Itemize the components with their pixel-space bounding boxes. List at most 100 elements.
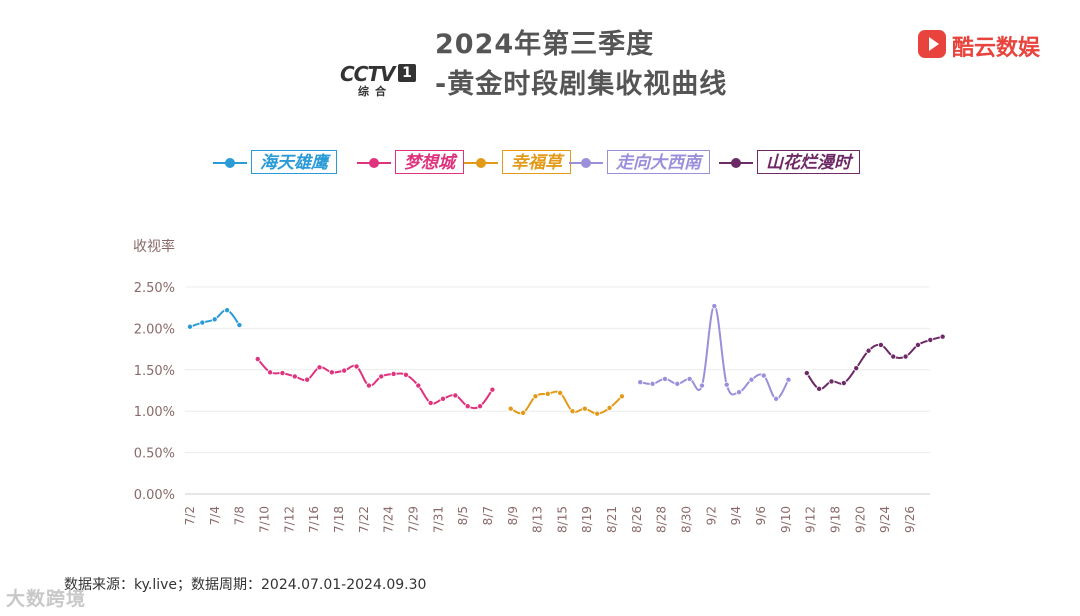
data-point	[415, 382, 422, 389]
data-point	[785, 376, 792, 383]
data-point	[637, 379, 644, 386]
data-point	[520, 409, 527, 416]
data-point	[594, 410, 601, 417]
x-tick-label: 8/28	[655, 506, 669, 533]
data-point	[439, 395, 446, 402]
legend-label-3: 走向大西南	[607, 150, 710, 174]
x-tick-label: 7/24	[382, 506, 396, 533]
y-axis-label: 收视率	[133, 238, 175, 255]
series-line-4	[805, 335, 943, 390]
data-point	[557, 389, 564, 396]
x-tick-label: 8/21	[605, 506, 619, 533]
data-point	[353, 363, 360, 370]
x-tick-label: 7/29	[406, 506, 420, 533]
data-point	[773, 395, 780, 402]
data-point	[927, 336, 934, 343]
data-point	[464, 403, 471, 410]
data-point	[316, 364, 323, 371]
cctv-logo-sub: 综合	[358, 85, 392, 98]
data-point	[661, 375, 668, 382]
x-tick-label: 8/19	[580, 506, 594, 533]
y-tick-label: 0.50%	[134, 447, 175, 462]
data-point	[877, 341, 884, 348]
y-tick-label: 1.00%	[134, 405, 175, 420]
x-tick-label: 7/22	[357, 506, 371, 533]
data-point	[840, 380, 847, 387]
series-line-3	[640, 305, 790, 400]
data-point	[939, 333, 946, 340]
cctv-logo-number: 1	[398, 64, 416, 82]
legend-dot-3	[581, 158, 591, 168]
data-point	[254, 356, 261, 363]
x-tick-label: 9/12	[804, 506, 818, 533]
data-source-note: 数据来源：ky.live；数据周期：2024.07.01-2024.09.30	[64, 577, 427, 593]
data-point	[199, 319, 206, 326]
data-point	[452, 392, 459, 399]
x-tick-label: 8/13	[531, 506, 545, 533]
series-line-2	[510, 390, 623, 415]
data-point	[902, 353, 909, 360]
chart-title-line1: 2024年第三季度	[435, 29, 655, 60]
data-point	[569, 408, 576, 415]
x-tick-label: 8/7	[481, 506, 495, 525]
data-point	[186, 323, 193, 330]
legend-dot-2	[476, 158, 486, 168]
data-point	[853, 365, 860, 372]
legend-dot-4	[731, 158, 741, 168]
brand-name: 酷云数娱	[952, 36, 1041, 61]
chart-title-line2: -黄金时段剧集收视曲线	[435, 69, 728, 100]
data-point	[748, 376, 755, 383]
x-tick-label: 9/6	[754, 506, 768, 525]
series-line-1	[256, 358, 494, 410]
data-point	[365, 382, 372, 389]
x-tick-label: 9/18	[829, 506, 843, 533]
y-tick-label: 2.00%	[134, 322, 175, 337]
data-point	[279, 370, 286, 377]
data-point	[618, 393, 625, 400]
data-point	[816, 385, 823, 392]
data-point	[390, 370, 397, 377]
data-point	[723, 381, 730, 388]
x-tick-label: 7/18	[332, 506, 346, 533]
play-icon	[918, 30, 946, 58]
data-point	[211, 316, 218, 323]
data-point	[267, 369, 274, 376]
data-point	[760, 372, 767, 379]
data-point	[803, 370, 810, 377]
legend-dot-1	[369, 158, 379, 168]
data-point	[544, 390, 551, 397]
data-point	[828, 378, 835, 385]
data-point	[649, 380, 656, 387]
x-tick-label: 8/5	[456, 506, 470, 525]
data-point	[477, 403, 484, 410]
data-point	[674, 380, 681, 387]
data-point	[378, 373, 385, 380]
data-point	[699, 382, 706, 389]
data-point	[328, 369, 335, 376]
data-point	[581, 405, 588, 412]
legend-label-0: 海天雄鹰	[251, 150, 337, 174]
legend-dot-0	[225, 158, 235, 168]
data-point	[507, 405, 514, 412]
legend-label-1: 梦想城	[395, 150, 464, 174]
x-tick-label: 7/8	[233, 506, 247, 525]
data-point	[489, 386, 496, 393]
x-tick-label: 9/4	[729, 506, 743, 525]
watermark: 大数跨境	[6, 588, 87, 610]
data-point	[686, 375, 693, 382]
y-tick-label: 2.50%	[134, 281, 175, 296]
data-point	[865, 347, 872, 354]
cctv-logo-text: CCTV	[340, 62, 395, 86]
x-tick-label: 8/30	[680, 506, 694, 533]
data-point	[291, 373, 298, 380]
data-point	[532, 393, 539, 400]
x-tick-label: 7/16	[307, 506, 321, 533]
data-point	[890, 353, 897, 360]
data-point	[427, 399, 434, 406]
cctv-logo: CCTV 1 综合	[340, 62, 418, 98]
data-point	[341, 367, 348, 374]
data-point	[402, 371, 409, 378]
x-tick-label: 7/31	[431, 506, 445, 533]
x-tick-label: 7/2	[183, 506, 197, 525]
